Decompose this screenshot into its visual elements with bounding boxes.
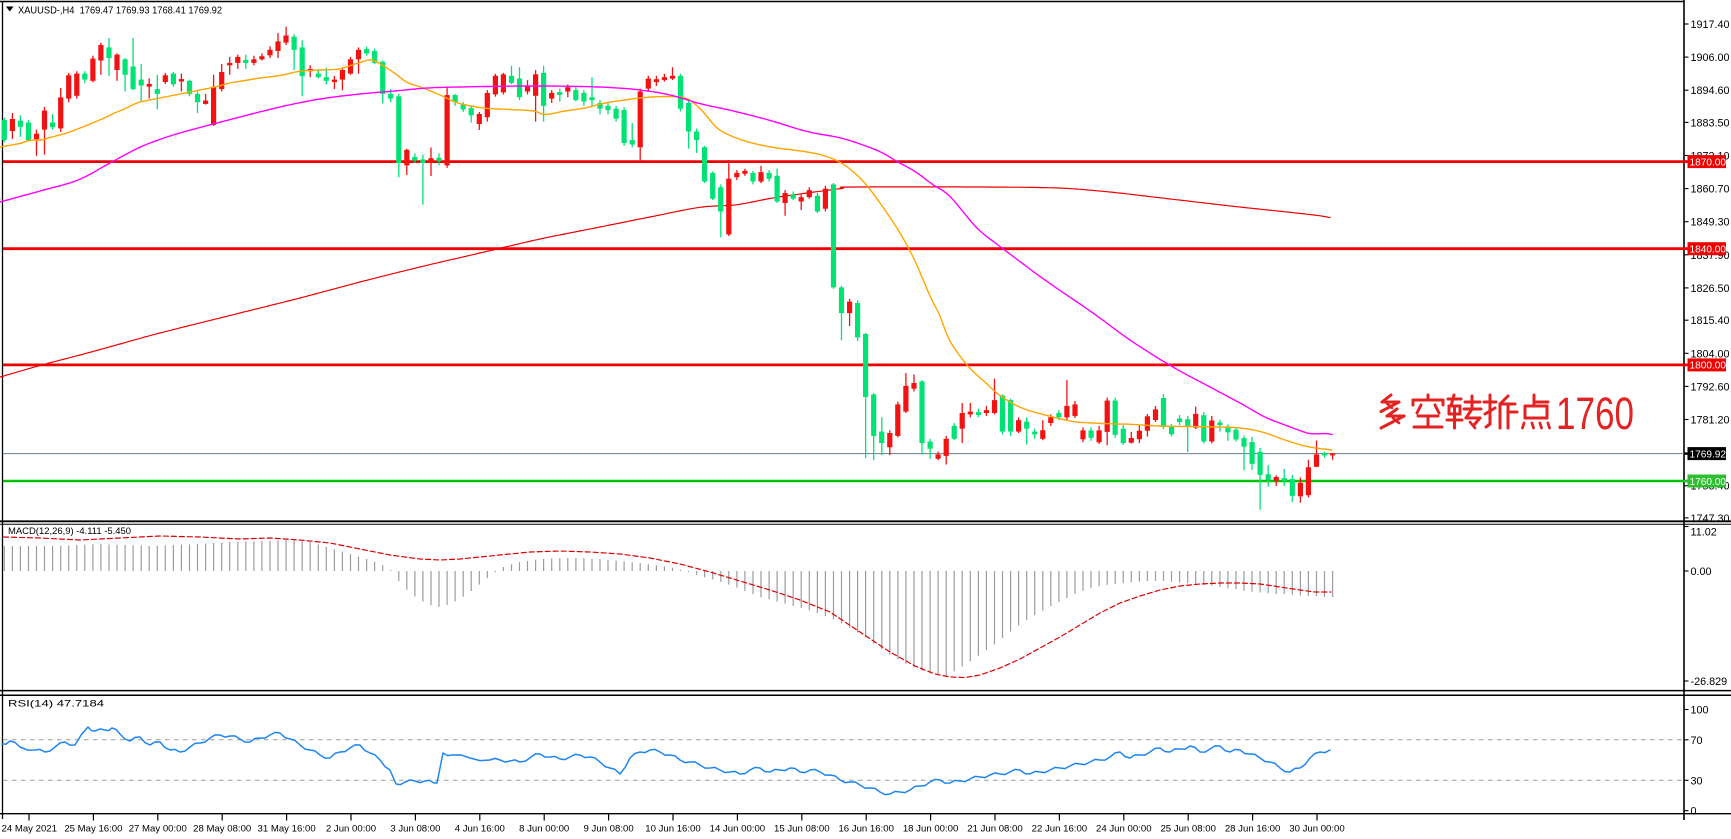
svg-text:31 May 16:00: 31 May 16:00 <box>258 824 316 835</box>
svg-text:22 Jun 16:00: 22 Jun 16:00 <box>1032 824 1087 835</box>
svg-text:18 Jun 00:00: 18 Jun 00:00 <box>903 824 958 835</box>
svg-text:1792.60: 1792.60 <box>1691 381 1730 393</box>
svg-text:-26.829: -26.829 <box>1691 676 1728 688</box>
svg-text:100: 100 <box>1691 705 1709 717</box>
svg-text:1906.00: 1906.00 <box>1691 52 1730 64</box>
svg-text:1781.20: 1781.20 <box>1691 415 1730 427</box>
svg-text:1747.30: 1747.30 <box>1691 513 1730 525</box>
svg-text:1760.00: 1760.00 <box>1690 477 1727 488</box>
svg-text:28 May 08:00: 28 May 08:00 <box>193 824 251 835</box>
svg-text:16 Jun 16:00: 16 Jun 16:00 <box>838 824 893 835</box>
svg-text:1815.40: 1815.40 <box>1691 315 1730 327</box>
svg-text:14 Jun 00:00: 14 Jun 00:00 <box>710 824 765 835</box>
svg-text:11.02: 11.02 <box>1691 527 1717 539</box>
svg-text:4 Jun 16:00: 4 Jun 16:00 <box>455 824 505 835</box>
svg-text:XAUUSD-,H4 1769.47 1769.93 17: XAUUSD-,H4 1769.47 1769.93 1768.41 1769.… <box>18 6 222 17</box>
svg-text:1894.60: 1894.60 <box>1691 85 1730 97</box>
svg-text:1800.00: 1800.00 <box>1690 361 1727 372</box>
svg-text:1870.00: 1870.00 <box>1690 157 1727 168</box>
svg-text:30: 30 <box>1691 775 1703 787</box>
svg-text:MACD(12,26,9) -4.111 -5.450: MACD(12,26,9) -4.111 -5.450 <box>8 526 131 536</box>
svg-text:1860.70: 1860.70 <box>1691 184 1730 196</box>
svg-text:1826.50: 1826.50 <box>1691 283 1730 295</box>
svg-text:27 May 00:00: 27 May 00:00 <box>129 824 187 835</box>
svg-text:1760: 1760 <box>1556 388 1634 439</box>
svg-text:25 Jun 08:00: 25 Jun 08:00 <box>1160 824 1215 835</box>
svg-text:9 Jun 08:00: 9 Jun 08:00 <box>584 824 634 835</box>
svg-text:0: 0 <box>1691 806 1697 818</box>
svg-text:8 Jun 00:00: 8 Jun 00:00 <box>519 824 569 835</box>
svg-text:RSI(14) 47.7184: RSI(14) 47.7184 <box>8 699 105 710</box>
svg-text:25 May 16:00: 25 May 16:00 <box>64 824 122 835</box>
svg-text:1849.30: 1849.30 <box>1691 217 1730 229</box>
svg-text:3 Jun 08:00: 3 Jun 08:00 <box>390 824 440 835</box>
svg-text:24 May 2021: 24 May 2021 <box>2 824 57 835</box>
svg-text:1883.50: 1883.50 <box>1691 117 1730 129</box>
svg-text:1804.00: 1804.00 <box>1691 348 1730 360</box>
svg-text:28 Jun 16:00: 28 Jun 16:00 <box>1225 824 1280 835</box>
svg-text:1769.92: 1769.92 <box>1690 449 1727 460</box>
svg-text:2 Jun 00:00: 2 Jun 00:00 <box>326 824 376 835</box>
svg-text:1917.40: 1917.40 <box>1691 19 1730 31</box>
svg-text:15 Jun 08:00: 15 Jun 08:00 <box>774 824 829 835</box>
svg-text:24 Jun 00:00: 24 Jun 00:00 <box>1096 824 1151 835</box>
svg-text:0.00: 0.00 <box>1691 566 1712 578</box>
svg-text:70: 70 <box>1691 735 1703 747</box>
svg-text:30 Jun 00:00: 30 Jun 00:00 <box>1289 824 1344 835</box>
svg-text:1840.00: 1840.00 <box>1690 245 1727 256</box>
svg-text:10 Jun 16:00: 10 Jun 16:00 <box>645 824 700 835</box>
svg-text:21 Jun 08:00: 21 Jun 08:00 <box>967 824 1022 835</box>
